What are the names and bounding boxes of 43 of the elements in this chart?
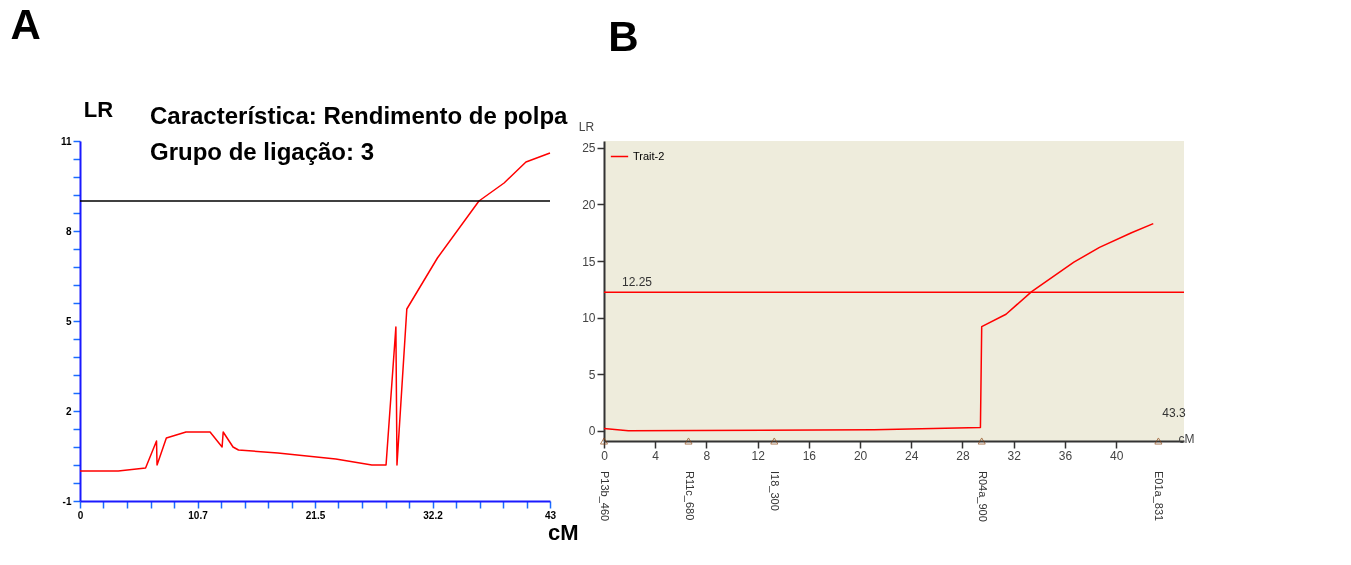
x-axis-title: cM xyxy=(547,519,579,545)
x-axis-title: cM xyxy=(1178,431,1195,446)
x-tick-label: 32 xyxy=(1007,448,1022,463)
x-tick-label: 0 xyxy=(77,509,84,521)
x-tick-label: 4 xyxy=(652,448,660,463)
annotation: 43.3 xyxy=(1162,406,1186,420)
x-tick-label: 36 xyxy=(1058,448,1073,463)
chart-title: B xyxy=(608,13,639,60)
x-tick-label: 10.7 xyxy=(188,509,209,521)
y-tick-label: -1 xyxy=(62,495,72,507)
y-tick-label: 5 xyxy=(65,315,72,327)
ref-line-label: 12.25 xyxy=(622,275,653,290)
x-tick-label: 16 xyxy=(802,448,817,463)
x-tick-label: 12 xyxy=(751,448,766,463)
y-tick-label: 20 xyxy=(582,197,596,212)
data-label: I18_300 xyxy=(769,471,782,511)
y-tick-label: 15 xyxy=(582,254,596,269)
x-tick-label: 24 xyxy=(905,448,919,463)
x-tick-label: 43 xyxy=(544,509,557,521)
text: Característica: Rendimento de polpa xyxy=(150,102,569,129)
x-tick-label: 0 xyxy=(601,448,609,463)
y-tick-label: 2 xyxy=(65,405,72,417)
chart-title: A xyxy=(10,1,41,48)
x-tick-label: 40 xyxy=(1109,448,1124,463)
data-label: R04a_900 xyxy=(976,471,989,522)
y-tick-label: 10 xyxy=(582,311,596,326)
legend-label: Trait-2 xyxy=(633,149,665,162)
x-tick-label: 28 xyxy=(956,448,970,463)
x-tick-label: 20 xyxy=(853,448,868,463)
data-label: R11c_680 xyxy=(683,471,696,521)
x-tick-label: 8 xyxy=(703,448,711,463)
x-tick-label: 21.5 xyxy=(305,509,326,521)
y-axis-title: LR xyxy=(83,96,114,122)
x-tick-label: 32.2 xyxy=(423,509,444,521)
y-axis-title: LR xyxy=(578,119,595,134)
y-tick-label: 5 xyxy=(588,367,596,382)
annotation: Grupo de ligação: 3 xyxy=(150,138,375,165)
data-label: E01a_831 xyxy=(1153,471,1166,522)
y-tick-label: 25 xyxy=(582,141,596,156)
y-tick-label: 8 xyxy=(65,225,72,237)
data-label: P13b_460 xyxy=(599,471,611,522)
y-tick-label: 0 xyxy=(588,424,596,439)
y-tick-label: 11 xyxy=(60,135,72,147)
